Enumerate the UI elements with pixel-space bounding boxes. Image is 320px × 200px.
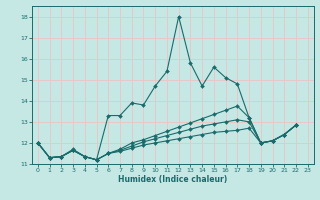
X-axis label: Humidex (Indice chaleur): Humidex (Indice chaleur) <box>118 175 228 184</box>
